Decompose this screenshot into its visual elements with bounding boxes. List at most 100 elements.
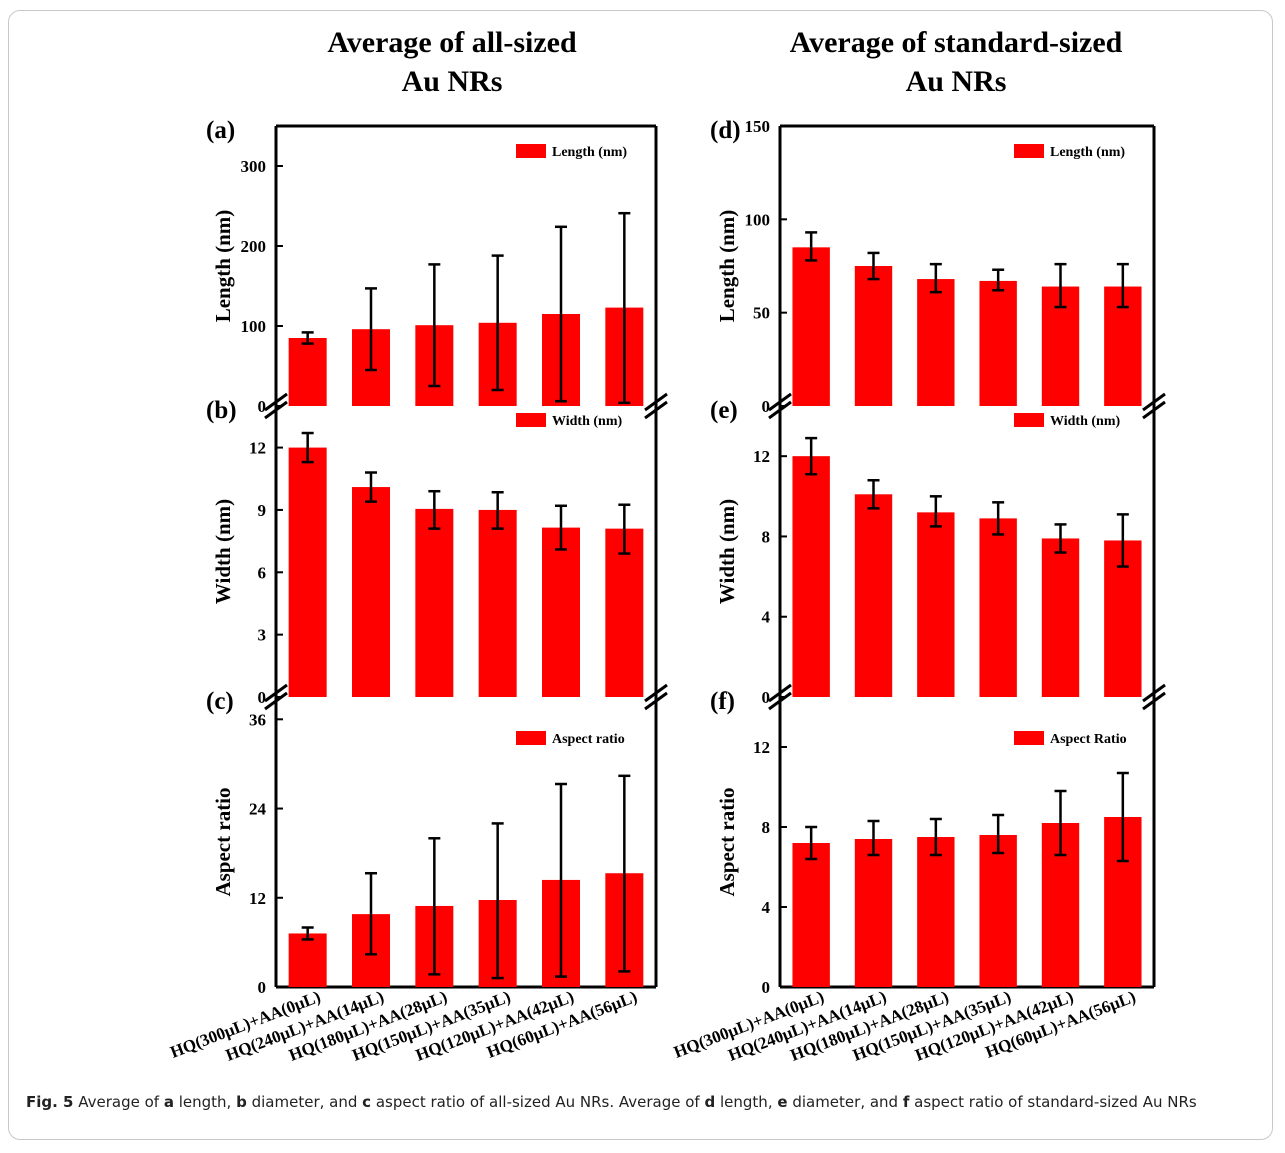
bar [792, 247, 830, 406]
caption-fragment: length, [173, 1093, 237, 1111]
bar [478, 509, 517, 697]
bar [979, 518, 1017, 697]
legend-label: Width (nm) [552, 414, 622, 429]
axis-break-mark [264, 683, 288, 703]
bar [288, 447, 327, 697]
caption-label: Fig. 5 [26, 1093, 74, 1111]
bar [854, 839, 893, 987]
bar [792, 456, 830, 697]
caption-panel-ref: a [163, 1093, 174, 1111]
axis-break-mark [768, 400, 792, 420]
panel-label: (c) [206, 688, 234, 715]
y-tick-label: 12 [249, 439, 266, 458]
y-tick-label: 8 [762, 527, 771, 546]
legend-swatch [1014, 731, 1044, 745]
caption-fragment: diameter, and [787, 1093, 903, 1111]
bar [288, 338, 327, 406]
y-tick-label: 36 [249, 710, 266, 729]
legend-swatch [516, 413, 546, 427]
legend-label: Length (nm) [552, 145, 627, 160]
caption-panel-ref: d [704, 1093, 716, 1111]
axis-break-mark [264, 691, 288, 711]
y-tick-label: 100 [745, 210, 771, 229]
legend-swatch [1014, 144, 1044, 158]
panel-label: (b) [206, 397, 237, 424]
bar [415, 508, 454, 697]
bar [917, 512, 955, 697]
axis-break-mark [768, 392, 792, 412]
y-tick-label: 0 [762, 978, 771, 997]
y-axis-label: Width (nm) [715, 499, 739, 604]
y-tick-label: 12 [753, 447, 770, 466]
legend-label: Aspect ratio [552, 732, 625, 747]
caption-fragment: aspect ratio of standard-sized Au NRs [909, 1093, 1197, 1111]
y-tick-label: 12 [753, 738, 770, 757]
y-tick-label: 50 [753, 304, 770, 323]
caption-panel-ref: f [902, 1093, 910, 1111]
legend-label: Aspect Ratio [1050, 732, 1127, 747]
axis-break-mark [264, 392, 288, 412]
bar [979, 835, 1017, 987]
column-title: Au NRs [906, 65, 1007, 98]
bar [352, 487, 390, 697]
panel-label: (e) [710, 397, 738, 424]
y-axis-label: Length (nm) [715, 210, 739, 323]
y-axis-label: Aspect ratio [715, 787, 739, 896]
panel-label: (f) [710, 688, 735, 715]
y-tick-label: 12 [249, 889, 266, 908]
figure-frame [8, 10, 1273, 1140]
axis-break-mark [1142, 400, 1166, 420]
y-tick-label: 4 [762, 608, 771, 627]
y-tick-label: 0 [258, 978, 267, 997]
legend-swatch [516, 731, 546, 745]
caption-panel-ref: e [777, 1093, 788, 1111]
figure-caption: Fig. 5 Average of a length, b diameter, … [26, 1091, 1266, 1113]
bar [542, 527, 580, 697]
axis-break-mark [644, 400, 668, 420]
caption-panel-ref: c [362, 1093, 372, 1111]
column-title: Average of all-sized [327, 26, 577, 59]
y-tick-label: 200 [241, 237, 267, 256]
y-tick-label: 4 [762, 898, 771, 917]
caption-text: Average of a length, b diameter, and c a… [73, 1093, 1196, 1111]
legend-swatch [516, 144, 546, 158]
y-tick-label: 0 [762, 397, 771, 416]
axis-break-mark [644, 683, 668, 703]
y-tick-label: 24 [249, 800, 267, 819]
legend-swatch [1014, 413, 1044, 427]
y-tick-label: 100 [241, 317, 267, 336]
y-tick-label: 0 [258, 688, 267, 707]
figure-canvas: Average of all-sized Au NRs Average of sta… [168, 26, 1166, 1065]
y-tick-label: 6 [258, 563, 267, 582]
caption-panel-ref: b [236, 1093, 247, 1111]
axis-break-mark [768, 691, 792, 711]
bar [792, 843, 830, 987]
y-tick-label: 0 [258, 397, 267, 416]
axis-break-mark [644, 691, 668, 711]
panel-label: (d) [710, 117, 741, 144]
y-tick-label: 300 [241, 157, 267, 176]
bar [854, 494, 893, 697]
column-title: Average of standard-sized [790, 26, 1123, 59]
y-tick-label: 9 [258, 501, 267, 520]
column-title: Au NRs [402, 65, 503, 98]
y-axis-label: Aspect ratio [211, 787, 235, 896]
caption-fragment: length, [715, 1093, 778, 1111]
axis-break-mark [644, 392, 668, 412]
bar [917, 279, 955, 406]
y-tick-label: 8 [762, 818, 771, 837]
caption-fragment: Average of [73, 1093, 164, 1111]
panel-label: (a) [206, 117, 235, 144]
bar [605, 528, 644, 697]
bar [917, 837, 955, 987]
caption-fragment: aspect ratio of all-sized Au NRs. Averag… [371, 1093, 705, 1111]
y-tick-label: 0 [762, 688, 771, 707]
legend-label: Width (nm) [1050, 414, 1120, 429]
y-axis-label: Length (nm) [211, 210, 235, 323]
bar [854, 266, 893, 406]
axis-break-mark [1142, 691, 1166, 711]
caption-fragment: diameter, and [246, 1093, 363, 1111]
legend-label: Length (nm) [1050, 145, 1125, 160]
axis-break-mark [768, 683, 792, 703]
y-tick-label: 150 [745, 117, 771, 136]
